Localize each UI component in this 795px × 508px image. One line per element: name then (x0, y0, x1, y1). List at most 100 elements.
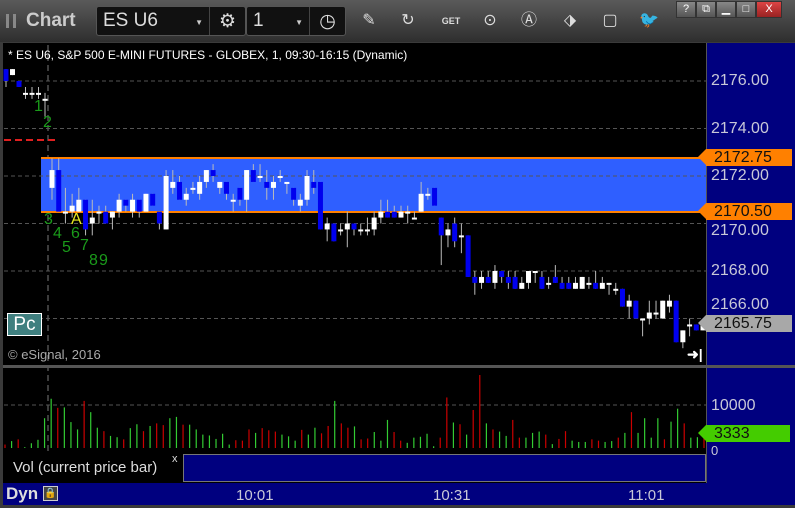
candle (687, 324, 693, 327)
candle (619, 288, 625, 307)
tpo-letter-a: A (71, 211, 82, 228)
price-label: 2170.00 (711, 222, 769, 239)
candle (485, 276, 491, 283)
candle (49, 170, 55, 188)
chart-area[interactable] (3, 43, 795, 483)
chevron-down-icon: ▼ (195, 18, 203, 27)
interval-value: 1 (253, 10, 264, 31)
restore-button[interactable]: ⧉ (696, 1, 716, 18)
candle (183, 193, 189, 200)
close-study-button[interactable]: x (172, 453, 178, 465)
help-button[interactable]: ? (676, 1, 696, 18)
close-button[interactable]: X (756, 1, 782, 18)
play-icon[interactable]: ⊙ (483, 12, 497, 29)
symbol-value: ES U6 (103, 10, 158, 31)
alert-icon[interactable]: Ⓐ (520, 12, 537, 29)
candle (123, 199, 129, 206)
price-label: 2168.00 (711, 262, 769, 279)
symbol-group: ES U6 ▼ ⚙ (96, 6, 246, 36)
tpo-letter: 7 (80, 237, 89, 254)
refresh-icon[interactable]: ↻ (401, 12, 415, 29)
lock-icon[interactable]: 🔒 (43, 486, 58, 501)
candle (244, 170, 250, 200)
candle (130, 199, 136, 212)
candle (512, 276, 518, 289)
candle (257, 176, 263, 178)
candle (29, 92, 35, 95)
candle (23, 92, 28, 95)
comment-icon[interactable]: ▢ (602, 12, 618, 29)
interval-dropdown[interactable]: 1 ▼ (247, 7, 309, 35)
candle (492, 271, 498, 283)
minimize-button[interactable]: ▁ (716, 1, 736, 18)
time-axis[interactable] (3, 483, 795, 505)
candle (177, 181, 183, 200)
candle (69, 205, 75, 212)
candle (572, 282, 578, 289)
lower-band-tag: 2170.50 (698, 203, 792, 220)
candle (304, 176, 310, 200)
volume-label: 10000 (711, 397, 756, 414)
current-volume-tag: 3333 (698, 425, 790, 442)
candle (693, 324, 699, 331)
candle (150, 193, 156, 206)
dynamic-mode-label[interactable]: Dyn (6, 484, 39, 503)
candle (36, 92, 41, 95)
scroll-to-end-icon[interactable]: ➜| (687, 346, 703, 362)
settings-gear-icon[interactable]: ⚙ (209, 7, 245, 35)
interval-group: 1 ▼ ◷ (246, 6, 346, 36)
price-label: 2174.00 (711, 120, 769, 137)
tpo-letter: 8 (89, 252, 98, 269)
window-title: Chart (26, 10, 76, 31)
candle (546, 282, 552, 285)
candle (217, 181, 223, 188)
candle (526, 271, 532, 283)
candle (599, 282, 605, 289)
candle (519, 282, 525, 289)
candle (344, 223, 350, 230)
candle (190, 187, 196, 190)
candle (445, 229, 451, 236)
time-label: 10:01 (236, 487, 274, 504)
drag-grip-icon[interactable] (6, 14, 16, 28)
candle (640, 318, 646, 321)
candle (351, 223, 357, 230)
volume-label: 0 (711, 443, 719, 458)
candle (116, 199, 122, 212)
candle (606, 282, 612, 285)
clock-icon[interactable]: ◷ (309, 7, 345, 35)
pencil-icon[interactable]: ✎ (362, 12, 376, 29)
price-axis[interactable] (706, 43, 795, 483)
candle (56, 170, 62, 212)
candle (626, 300, 632, 307)
twitter-icon[interactable]: 🐦 (639, 12, 659, 29)
candle (237, 187, 243, 200)
price-label: 2166.00 (711, 296, 769, 313)
candle (646, 312, 652, 319)
candle (552, 276, 558, 283)
candle (358, 229, 364, 232)
candle (76, 199, 82, 212)
get-icon[interactable]: GET (441, 16, 461, 26)
candle (586, 282, 592, 285)
candle (452, 223, 458, 242)
candle (438, 217, 444, 236)
pane-divider[interactable] (3, 365, 795, 368)
candle (270, 181, 276, 188)
candle (432, 187, 438, 206)
link-icon[interactable]: ⬗ (563, 12, 577, 29)
maximize-button[interactable]: □ (736, 1, 756, 18)
pc-button[interactable]: Pc (7, 313, 42, 336)
chevron-down-icon: ▼ (295, 18, 303, 27)
candle (680, 330, 686, 343)
candle (633, 300, 639, 319)
price-label: 2172.00 (711, 167, 769, 184)
symbol-dropdown[interactable]: ES U6 ▼ (97, 7, 209, 35)
tpo-letter: 4 (53, 225, 62, 242)
last-price-tag: 2165.75 (698, 315, 792, 332)
upper-band-tag: 2172.75 (698, 149, 792, 166)
candle (378, 211, 384, 218)
candle (613, 288, 619, 291)
candle (250, 170, 256, 182)
candle (223, 181, 229, 194)
